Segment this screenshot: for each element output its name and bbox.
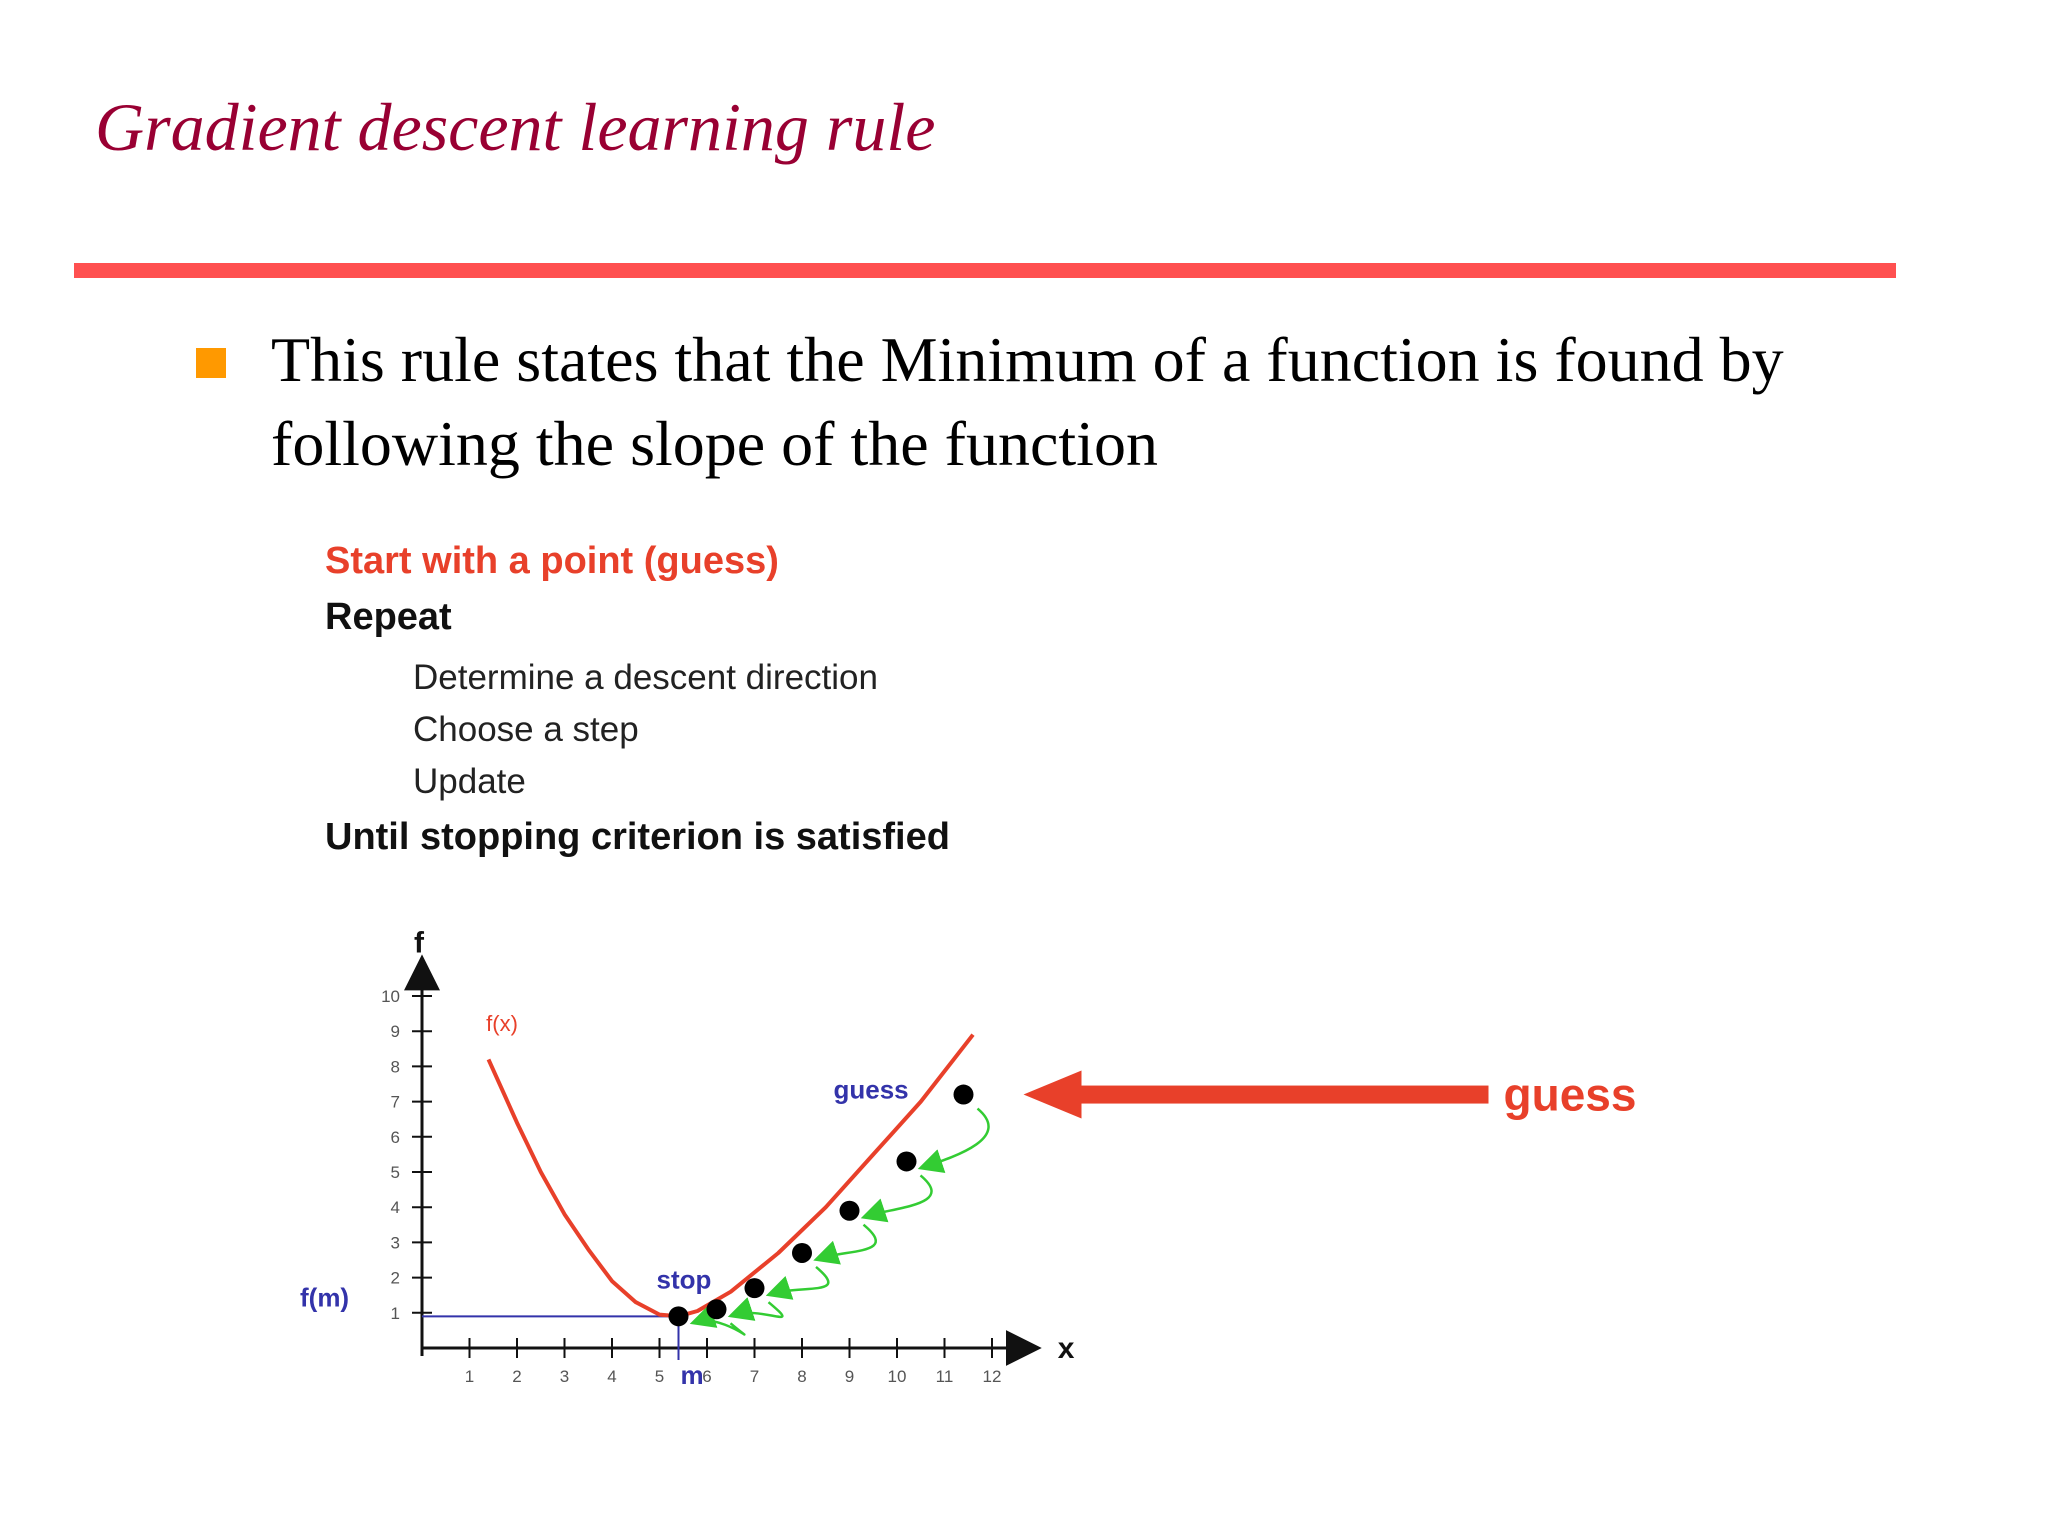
algorithm-step: Choose a step (413, 710, 639, 749)
x-tick-label: 7 (750, 1367, 759, 1386)
iterate-point (953, 1084, 974, 1105)
m-label: m (681, 1360, 704, 1390)
chart-points (668, 1084, 974, 1327)
y-tick-label: 6 (391, 1128, 400, 1147)
x-tick-label: 6 (702, 1367, 711, 1386)
bullet-text: This rule states that the Minimum of a f… (271, 324, 1784, 479)
x-tick-label: 3 (560, 1367, 569, 1386)
descent-step-arrow (917, 1107, 990, 1173)
y-tick-label: 8 (391, 1057, 400, 1076)
algorithm-repeat: Repeat (325, 596, 452, 638)
y-tick-label: 1 (391, 1304, 400, 1323)
x-tick-label: 11 (936, 1367, 954, 1386)
iterate-point (792, 1242, 812, 1263)
algorithm-until: Until stopping criterion is satisfied (325, 816, 950, 858)
descent-step-arrow (765, 1266, 830, 1300)
x-axis-label: x (1058, 1332, 1075, 1365)
x-tick-label: 8 (797, 1367, 806, 1386)
y-tick-label: 2 (391, 1269, 400, 1288)
descent-step-arrow (727, 1297, 784, 1321)
iterate-point (896, 1151, 917, 1172)
stop-label: stop (657, 1264, 712, 1294)
x-tick-label: 1 (465, 1367, 474, 1386)
gradient-descent-chart: 1 2 3 4 5 6 7 8 9 10 11 12 1 2 3 4 5 6 7 8 9 10 x f f(x) guess st… (280, 900, 1720, 1400)
guess-arrow-head (1023, 1070, 1082, 1119)
curve-label: f(x) (486, 1011, 518, 1036)
algorithm-step: Determine a descent direction (413, 658, 878, 697)
x-tick-label: 5 (655, 1367, 664, 1386)
guess-external-label: guess (1504, 1069, 1637, 1121)
guess-arrow-shaft (1063, 1085, 1489, 1104)
descent-step-arrow (689, 1304, 746, 1336)
iterate-point (668, 1306, 689, 1327)
algorithm-start: Start with a point (guess) (325, 540, 779, 582)
y-tick-label: 5 (391, 1163, 400, 1182)
y-tick-label: 4 (391, 1198, 400, 1217)
y-axis-label: f (414, 926, 425, 959)
chart-labels: x f f(x) guess stop f(m) m guess (300, 926, 1636, 1390)
iterate-point (706, 1299, 727, 1320)
descent-step-arrow (813, 1223, 878, 1265)
y-tick-label: 10 (381, 987, 400, 1006)
iterate-point (744, 1278, 765, 1299)
x-tick-label: 10 (888, 1367, 907, 1386)
bullet-square-icon (196, 348, 226, 378)
slide-title: Gradient descent learning rule (95, 89, 936, 165)
x-tick-label: 12 (983, 1367, 1002, 1386)
y-tick-label: 7 (391, 1093, 400, 1112)
algorithm-step: Update (413, 762, 526, 801)
x-tick-label: 9 (845, 1367, 854, 1386)
descent-arrows (689, 1107, 990, 1336)
descent-step-arrow (860, 1174, 933, 1223)
x-tick-label: 2 (512, 1367, 521, 1386)
x-tick-label: 4 (607, 1367, 616, 1386)
iterate-point (839, 1200, 860, 1221)
guess-point-label: guess (834, 1075, 909, 1105)
title-divider (74, 263, 1896, 278)
fm-label: f(m) (300, 1282, 349, 1312)
y-tick-label: 9 (391, 1022, 400, 1041)
y-tick-label: 3 (391, 1233, 400, 1252)
